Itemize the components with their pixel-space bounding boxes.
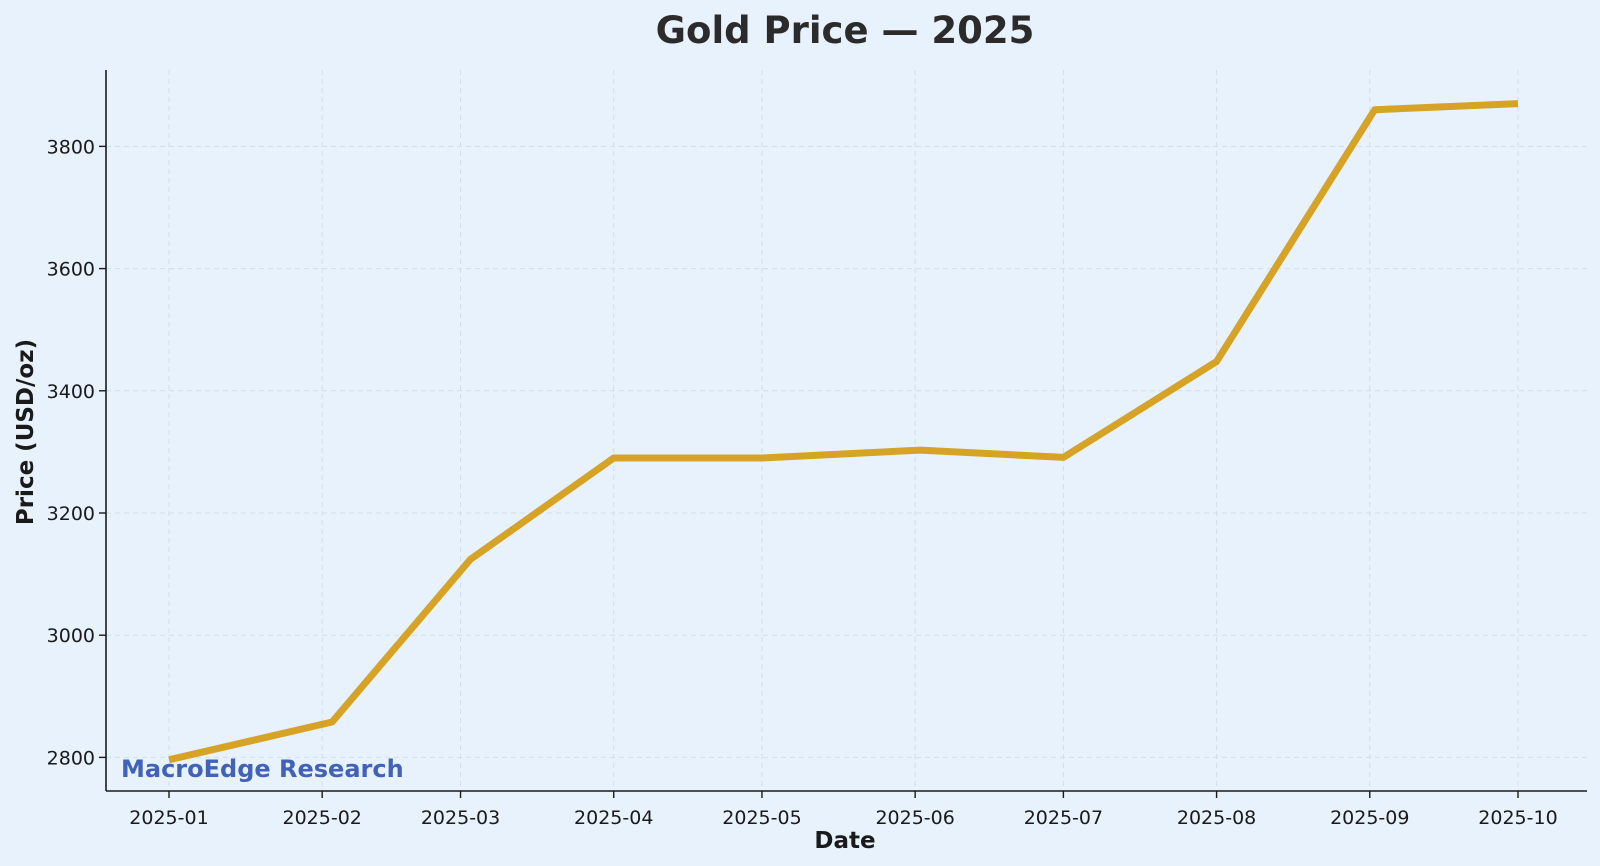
x-tick-label: 2025-08 — [1177, 807, 1256, 829]
grid — [106, 70, 1587, 791]
ticks: 2025-01 2025-02 2025-03 2025-04 2025-05 2025-… — [47, 136, 1558, 829]
x-tick-label: 2025-07 — [1024, 807, 1103, 829]
watermark-text: MacroEdge Research — [121, 755, 404, 783]
y-tick-label: 3600 — [47, 259, 95, 281]
chart-title: Gold Price — 2025 — [656, 9, 1035, 52]
y-tick-label: 3000 — [47, 625, 95, 647]
x-tick-label: 2025-05 — [722, 807, 801, 829]
axes — [105, 70, 1587, 792]
x-tick-label: 2025-02 — [282, 807, 361, 829]
x-tick-label: 2025-01 — [129, 807, 208, 829]
y-tick-label: 3800 — [47, 136, 95, 158]
series — [168, 100, 1519, 764]
x-tick-label: 2025-09 — [1330, 807, 1409, 829]
y-tick-label: 3200 — [47, 503, 95, 525]
x-tick-label: 2025-06 — [875, 807, 954, 829]
x-tick-label: 2025-10 — [1478, 807, 1557, 829]
x-tick-label: 2025-04 — [574, 807, 653, 829]
y-tick-label: 2800 — [47, 747, 95, 769]
y-tick-label: 3400 — [47, 381, 95, 403]
x-tick-label: 2025-03 — [421, 807, 500, 829]
y-axis-label: Price (USD/oz) — [13, 339, 39, 525]
gold-price-line — [168, 100, 1519, 764]
x-axis-label: Date — [814, 828, 875, 854]
